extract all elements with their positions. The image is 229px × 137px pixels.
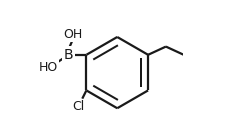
Text: OH: OH [63,28,82,41]
Text: HO: HO [38,61,58,74]
Text: Cl: Cl [72,100,84,113]
Text: B: B [64,48,74,62]
